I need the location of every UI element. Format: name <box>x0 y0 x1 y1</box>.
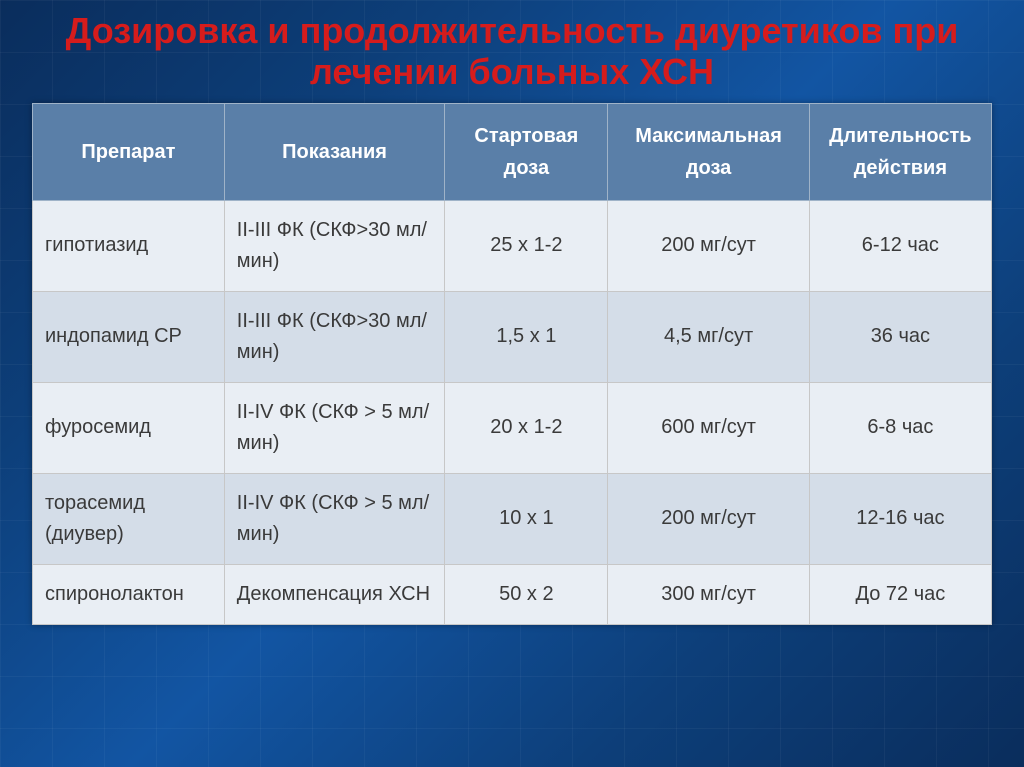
cell-preparat: индопамид СР <box>33 291 225 382</box>
cell-dlitelnost: 6-12 час <box>809 200 991 291</box>
table-row: индопамид СР II-III ФК (СКФ>30 мл/мин) 1… <box>33 291 992 382</box>
cell-maksimalnaya: 4,5 мг/сут <box>608 291 809 382</box>
cell-preparat: спиронолактон <box>33 564 225 624</box>
cell-maksimalnaya: 600 мг/сут <box>608 382 809 473</box>
cell-dlitelnost: 36 час <box>809 291 991 382</box>
cell-pokazaniya: II-IV ФК (СКФ > 5 мл/мин) <box>224 382 445 473</box>
cell-startovaya: 50 х 2 <box>445 564 608 624</box>
col-header-maksimalnaya: Максимальная доза <box>608 103 809 200</box>
table-header-row: Препарат Показания Стартовая доза Максим… <box>33 103 992 200</box>
cell-pokazaniya: Декомпенсация ХСН <box>224 564 445 624</box>
table-row: спиронолактон Декомпенсация ХСН 50 х 2 3… <box>33 564 992 624</box>
cell-startovaya: 25 х 1-2 <box>445 200 608 291</box>
table-row: торасемид (диувер) II-IV ФК (СКФ > 5 мл/… <box>33 473 992 564</box>
cell-maksimalnaya: 200 мг/сут <box>608 473 809 564</box>
cell-preparat: гипотиазид <box>33 200 225 291</box>
col-header-preparat: Препарат <box>33 103 225 200</box>
cell-preparat: торасемид (диувер) <box>33 473 225 564</box>
cell-startovaya: 10 х 1 <box>445 473 608 564</box>
dosage-table-container: Препарат Показания Стартовая доза Максим… <box>32 103 992 625</box>
cell-maksimalnaya: 300 мг/сут <box>608 564 809 624</box>
slide-title: Дозировка и продолжительность диуретиков… <box>0 0 1024 99</box>
col-header-dlitelnost: Длительность действия <box>809 103 991 200</box>
cell-startovaya: 20 х 1-2 <box>445 382 608 473</box>
cell-dlitelnost: 12-16 час <box>809 473 991 564</box>
cell-dlitelnost: До 72 час <box>809 564 991 624</box>
cell-startovaya: 1,5 х 1 <box>445 291 608 382</box>
table-row: фуросемид II-IV ФК (СКФ > 5 мл/мин) 20 х… <box>33 382 992 473</box>
col-header-pokazaniya: Показания <box>224 103 445 200</box>
col-header-startovaya: Стартовая доза <box>445 103 608 200</box>
cell-dlitelnost: 6-8 час <box>809 382 991 473</box>
dosage-table: Препарат Показания Стартовая доза Максим… <box>32 103 992 625</box>
cell-pokazaniya: II-IV ФК (СКФ > 5 мл/мин) <box>224 473 445 564</box>
table-row: гипотиазид II-III ФК (СКФ>30 мл/мин) 25 … <box>33 200 992 291</box>
cell-maksimalnaya: 200 мг/сут <box>608 200 809 291</box>
cell-preparat: фуросемид <box>33 382 225 473</box>
cell-pokazaniya: II-III ФК (СКФ>30 мл/мин) <box>224 291 445 382</box>
cell-pokazaniya: II-III ФК (СКФ>30 мл/мин) <box>224 200 445 291</box>
